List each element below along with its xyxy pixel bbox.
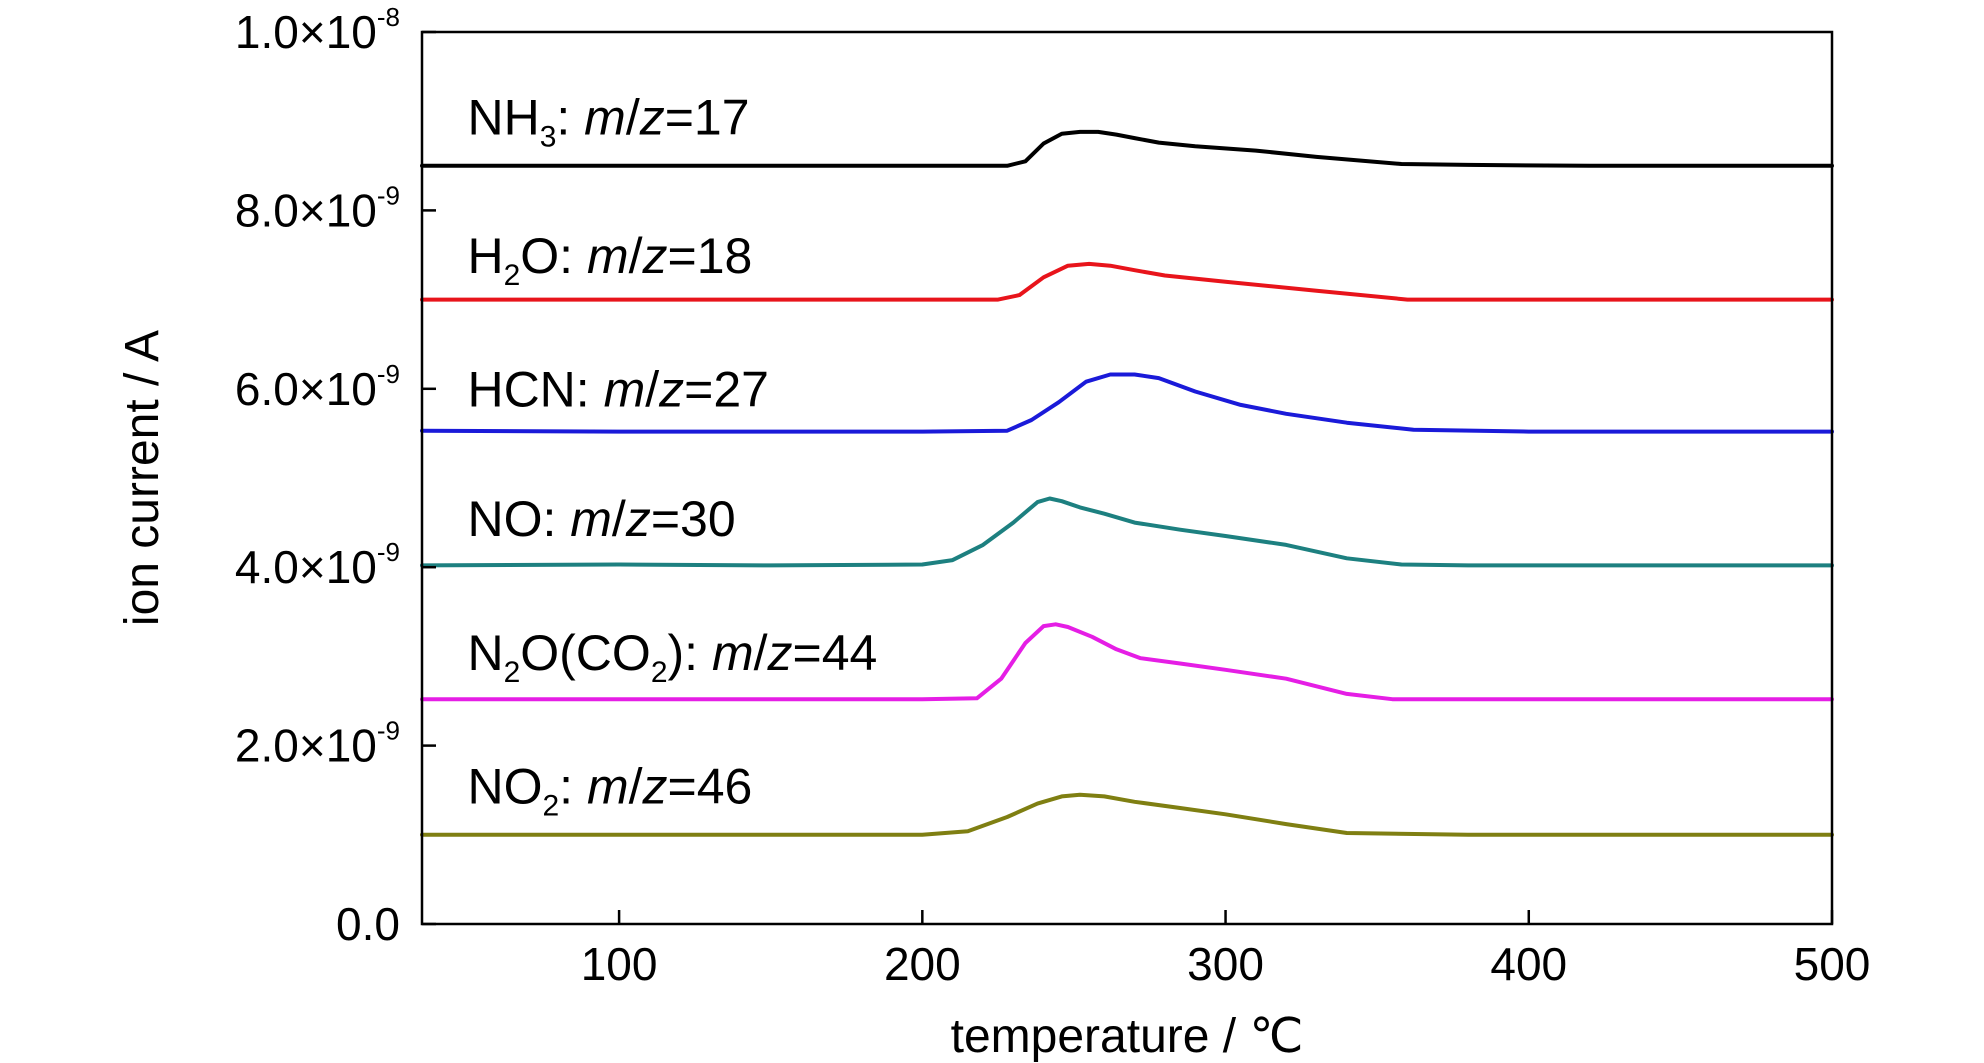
series-label-part: m: [587, 759, 629, 815]
series-line: [420, 622, 1834, 702]
series-label-part: O:: [520, 228, 587, 284]
series-label: NO2: m/z=46: [467, 759, 752, 823]
x-axis-title: temperature / ℃: [951, 1010, 1304, 1063]
series-label-part: :: [559, 759, 587, 815]
series-label-part: HCN:: [467, 362, 603, 418]
series-label-part: H: [467, 228, 503, 284]
series-label-part: NO: [467, 759, 542, 815]
series-label-part: =17: [665, 90, 750, 146]
x-tick-label: 500: [1794, 938, 1871, 990]
series-label-part: 2: [504, 656, 521, 689]
series-label-part: =30: [651, 491, 736, 547]
series-line: [420, 792, 1834, 837]
series-label: H2O: m/z=18: [467, 228, 752, 292]
series-label-part: =18: [668, 228, 753, 284]
x-tick-label: 400: [1490, 938, 1567, 990]
series-label-part: N: [467, 625, 503, 681]
y-tick-mantissa: 2.0×10: [235, 720, 377, 772]
series-label-part: /: [629, 228, 643, 284]
series-label-part: /: [612, 491, 626, 547]
series-layer: [420, 129, 1834, 837]
y-tick-label: 0.0: [336, 898, 400, 950]
series-label-part: 2: [651, 656, 668, 689]
series-label-part: O(CO: [520, 625, 651, 681]
series-label-part: =46: [668, 759, 753, 815]
y-tick-label: 1.0×10-8: [235, 2, 400, 58]
series-label-part: z: [642, 759, 668, 815]
series-label-part: /: [626, 90, 640, 146]
series-label-part: m: [584, 90, 626, 146]
series-label-part: m: [587, 228, 629, 284]
ticks-layer: 100 200 300 400 5000.02.0×10-94.0×10-96.0×10…: [235, 2, 1870, 990]
series-label-part: z: [625, 491, 651, 547]
y-tick-exponent: -9: [377, 716, 400, 746]
y-tick-exponent: -9: [377, 180, 400, 210]
series-label-part: ):: [668, 625, 712, 681]
series-label-part: m: [570, 491, 612, 547]
series-label: HCN: m/z=27: [467, 362, 769, 418]
series-line: [420, 372, 1834, 434]
series-label-part: z: [642, 228, 668, 284]
series-label-part: =44: [793, 625, 878, 681]
series-label-part: /: [754, 625, 768, 681]
series-label-part: z: [658, 362, 684, 418]
series-label-part: =27: [684, 362, 769, 418]
series-line: [420, 261, 1834, 302]
series-label-part: 3: [540, 121, 557, 154]
y-tick-mantissa: 6.0×10: [235, 363, 377, 415]
y-tick-label: 6.0×10-9: [235, 359, 400, 415]
y-tick-mantissa: 0.0: [336, 898, 400, 950]
y-tick-exponent: -8: [377, 2, 400, 32]
y-tick-mantissa: 8.0×10: [235, 184, 377, 236]
series-label: NH3: m/z=17: [467, 90, 749, 154]
series-label-part: NH: [467, 90, 539, 146]
y-tick-exponent: -9: [377, 359, 400, 389]
series-label: NO: m/z=30: [467, 491, 735, 547]
y-tick-mantissa: 1.0×10: [235, 6, 377, 58]
x-tick-label: 200: [884, 938, 961, 990]
series-label-part: 2: [542, 790, 559, 823]
y-axis-title: ion current / A: [116, 330, 169, 626]
x-tick-label: 100: [581, 938, 658, 990]
series-label-part: :: [556, 90, 584, 146]
series-label-part: z: [767, 625, 793, 681]
series-line: [420, 496, 1834, 568]
series-label-part: m: [604, 362, 646, 418]
series-line: [420, 129, 1834, 168]
series-label-part: z: [639, 90, 665, 146]
series-label-part: /: [645, 362, 659, 418]
y-tick-label: 2.0×10-9: [235, 716, 400, 772]
y-tick-mantissa: 4.0×10: [235, 541, 377, 593]
x-tick-label: 300: [1187, 938, 1264, 990]
series-label-part: 2: [504, 259, 521, 292]
plot-frame: [420, 30, 1834, 926]
series-label: N2O(CO2): m/z=44: [467, 625, 877, 689]
y-tick-label: 8.0×10-9: [235, 180, 400, 236]
y-tick-exponent: -9: [377, 537, 400, 567]
series-label-part: m: [712, 625, 754, 681]
y-tick-label: 4.0×10-9: [235, 537, 400, 593]
series-label-part: NO:: [467, 491, 570, 547]
series-label-part: /: [629, 759, 643, 815]
